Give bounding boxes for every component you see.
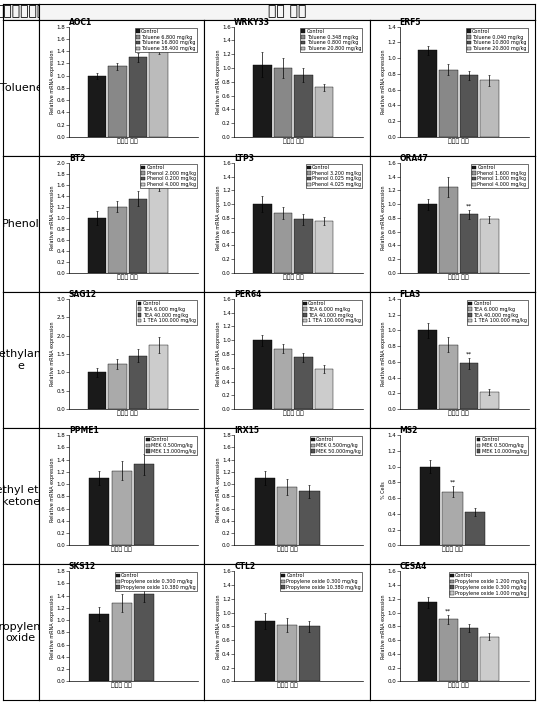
Text: Triethylamin
e: Triethylamin e: [0, 349, 55, 371]
Text: Toluene: Toluene: [0, 83, 43, 93]
Text: Phenol: Phenol: [2, 219, 40, 229]
Text: 실험 결과: 실험 결과: [268, 5, 306, 19]
Text: 대상화학물질: 대상화학물질: [0, 5, 46, 19]
Text: Methyl ethyl
ketone: Methyl ethyl ketone: [0, 486, 55, 507]
Text: Propylene
oxide: Propylene oxide: [0, 622, 48, 643]
